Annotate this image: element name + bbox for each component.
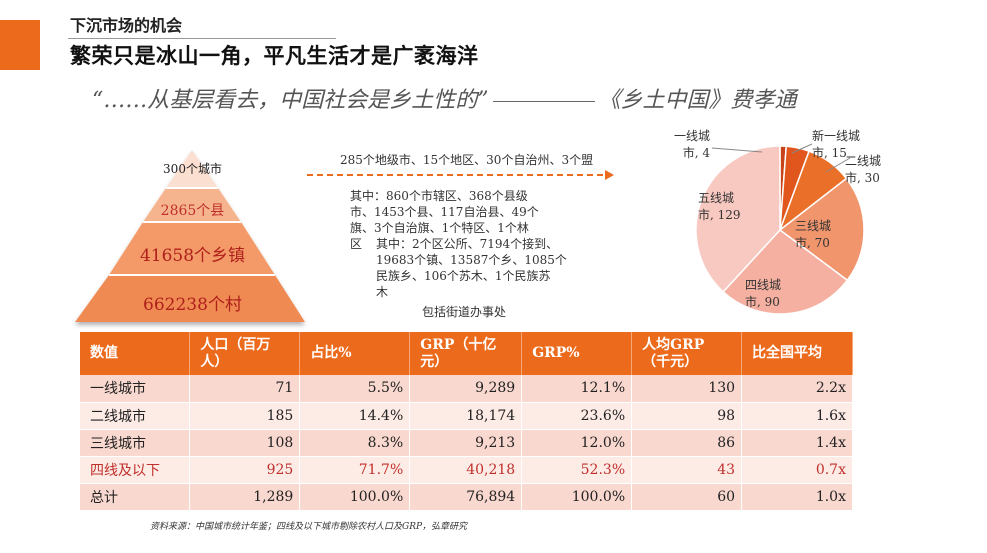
pyramid-label-villages: 662238个村: [143, 295, 242, 315]
accent-bar: [0, 20, 40, 70]
col-header: 占比%: [299, 332, 411, 375]
slice-tier4: [722, 228, 849, 315]
table-cell: 925: [189, 456, 301, 484]
quote-text: “……从基层看去，中国社会是乡土性的”: [92, 88, 489, 113]
table-row: 二线城市 185 14.4% 18,174 23.6% 98 1.6x: [80, 402, 853, 430]
table-cell: 14.4%: [299, 402, 411, 430]
table-cell: 18,174: [409, 402, 523, 430]
table-cell: 71: [189, 375, 301, 403]
table-cell: 108: [189, 429, 301, 457]
col-header: 数值: [80, 332, 191, 375]
table-cell: 71.7%: [299, 456, 411, 484]
row-label: 总计: [80, 483, 191, 511]
col-header: 人口（百万人）: [189, 332, 301, 375]
row-label: 三线城市: [80, 429, 191, 457]
pie-chart: [695, 145, 865, 315]
pie-label: 三线城 市, 70: [795, 219, 832, 250]
row-label: 一线城市: [80, 375, 191, 403]
table-cell: 100.0%: [299, 483, 411, 511]
table-row: 总计 1,289 100.0% 76,894 100.0% 60 1.0x: [80, 483, 853, 511]
table-cell: 98: [631, 402, 743, 430]
page-title: 繁荣只是冰山一角，平凡生活才是广袤海洋: [70, 43, 479, 68]
pyramid-chart: [75, 150, 305, 322]
pyramid-level-3: [109, 222, 275, 275]
table-cell: 40,218: [409, 456, 523, 484]
county-note: 其中：860个市辖区、368个县级 市、1453个县、117自治县、49个 旗、…: [350, 189, 539, 251]
pie-label: 新一线城 市, 15: [812, 129, 861, 160]
col-header: GRP（十亿元）: [409, 332, 523, 375]
table-cell: 0.7x: [741, 456, 853, 484]
row-label: 二线城市: [80, 402, 191, 430]
pie-label: 一线城 市, 4: [673, 129, 710, 160]
quote-source: 《乡土中国》费孝通: [598, 88, 797, 113]
header-divider: [68, 38, 336, 39]
quote: “……从基层看去，中国社会是乡土性的” 《乡土中国》费孝通: [92, 82, 797, 114]
pyramid-level-4: [75, 275, 305, 322]
table-cell: 130: [631, 375, 743, 403]
village-note: 包括街道办事处: [422, 305, 507, 319]
table-row: 三线城市 108 8.3% 9,213 12.0% 86 1.4x: [80, 429, 853, 457]
row-label: 四线及以下: [80, 456, 191, 484]
pyramid-level-2: [143, 188, 241, 222]
table-cell: 100.0%: [521, 483, 633, 511]
pyramid-label-cities: 300个城市: [163, 162, 222, 176]
table-cell: 8.3%: [299, 429, 411, 457]
pyramid-label-counties: 2865个县: [160, 203, 225, 219]
table-cell: 76,894: [409, 483, 523, 511]
table-cell: 12.0%: [521, 429, 633, 457]
table-cell: 2.2x: [741, 375, 853, 403]
slice-tier3: [778, 177, 865, 282]
pie-label: 二线城 市, 30: [845, 154, 882, 185]
table-row: 一线城市 71 5.5% 9,289 12.1% 130 2.2x: [80, 375, 853, 403]
pyramid-level-1: [166, 150, 218, 188]
table-cell: 52.3%: [521, 456, 633, 484]
section-title: 下沉市场的机会: [70, 16, 183, 35]
col-header: GRP%: [521, 332, 633, 375]
quote-rule: [492, 100, 595, 102]
table-cell: 43: [631, 456, 743, 484]
col-header: 人均GRP（千元）: [631, 332, 743, 375]
source-note: 资料来源：中国城市统计年鉴；四线及以下城市剔除农村人口及GRP，弘章研究: [150, 522, 468, 532]
table-cell: 12.1%: [521, 375, 633, 403]
table-row: 四线及以下 925 71.7% 40,218 52.3% 43 0.7x: [80, 456, 853, 484]
table-cell: 9,289: [409, 375, 523, 403]
arrow-note: 285个地级市、15个地区、30个自治州、3个盟: [340, 153, 594, 167]
city-tier-table: 数值 人口（百万人） 占比% GRP（十亿元） GRP% 人均GRP（千元） 比…: [80, 332, 853, 511]
table-cell: 1,289: [189, 483, 301, 511]
table-cell: 185: [189, 402, 301, 430]
table-cell: 1.6x: [741, 402, 853, 430]
col-header: 比全国平均: [741, 332, 853, 375]
dashed-arrow: [307, 170, 614, 180]
table-cell: 5.5%: [299, 375, 411, 403]
table-header-row: 数值 人口（百万人） 占比% GRP（十亿元） GRP% 人均GRP（千元） 比…: [80, 332, 853, 375]
pyramid-label-towns: 41658个乡镇: [139, 246, 246, 266]
pie-label: 四线城 市, 90: [745, 278, 782, 309]
table-cell: 86: [631, 429, 743, 457]
table-cell: 1.4x: [741, 429, 853, 457]
table-cell: 23.6%: [521, 402, 633, 430]
pie-label: 五线城 市, 129: [698, 191, 741, 222]
town-note: 其中：2个区公所、7194个接到、 19683个镇、13587个乡、1085个 …: [376, 237, 567, 299]
table-cell: 60: [631, 483, 743, 511]
table-cell: 1.0x: [741, 483, 853, 511]
table-cell: 9,213: [409, 429, 523, 457]
